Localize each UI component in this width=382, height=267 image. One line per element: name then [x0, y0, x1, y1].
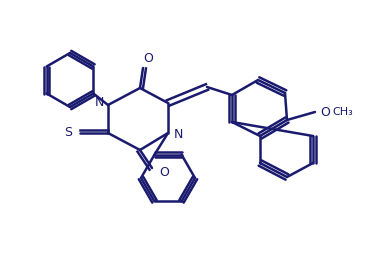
Text: CH₃: CH₃: [333, 107, 353, 117]
Text: O: O: [143, 53, 153, 65]
Text: N: N: [173, 128, 183, 142]
Text: S: S: [64, 127, 72, 139]
Text: O: O: [320, 105, 330, 119]
Text: N: N: [94, 96, 104, 108]
Text: O: O: [159, 166, 169, 179]
